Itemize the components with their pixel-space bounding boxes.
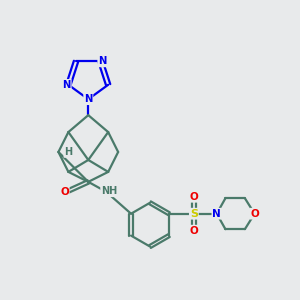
Text: O: O	[190, 226, 198, 236]
Text: O: O	[250, 209, 259, 219]
Text: O: O	[190, 192, 198, 202]
Text: N: N	[98, 56, 106, 66]
Text: S: S	[190, 209, 198, 219]
Text: O: O	[60, 187, 69, 197]
Text: N: N	[84, 94, 92, 104]
Text: N: N	[62, 80, 71, 90]
Text: NH: NH	[101, 186, 117, 196]
Text: H: H	[64, 147, 72, 157]
Text: N: N	[212, 209, 221, 219]
